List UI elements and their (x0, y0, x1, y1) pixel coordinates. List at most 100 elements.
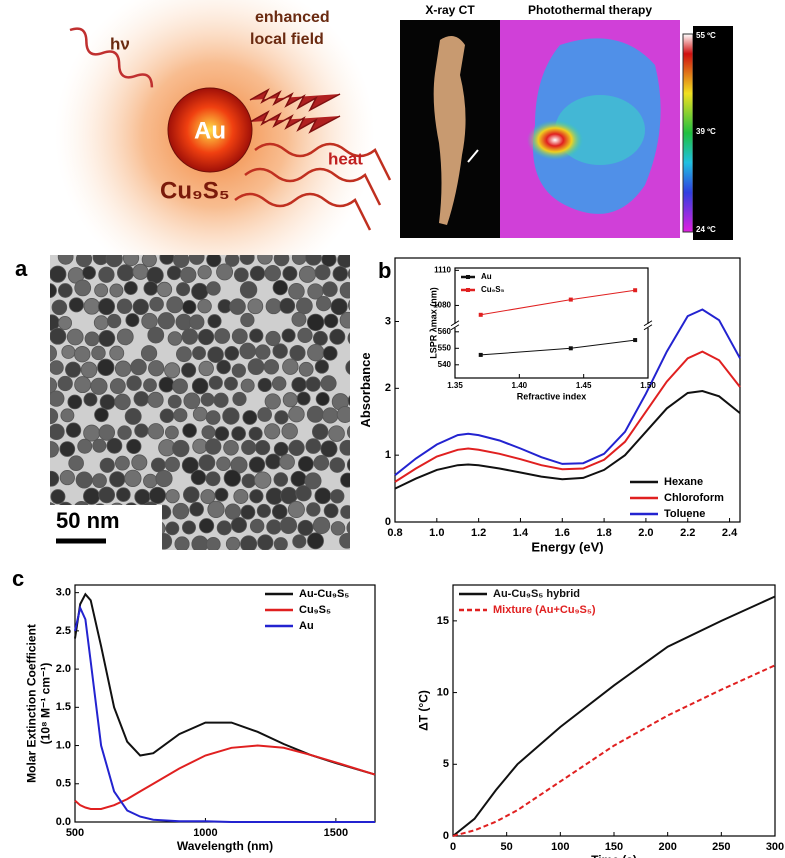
nanoparticle (233, 488, 249, 504)
nanoparticle (97, 358, 115, 376)
nanoparticle (83, 424, 101, 442)
nanoparticle (106, 437, 123, 454)
schematic: hν enhanced local field Au Cu₉S₅ heat (55, 0, 392, 295)
core-label: Au (194, 117, 226, 144)
nanoparticle (164, 425, 179, 440)
nanoparticle (329, 457, 346, 473)
nanoparticle (181, 362, 197, 378)
nanoparticle (247, 358, 265, 376)
nanoparticle (191, 377, 209, 395)
series-line (74, 604, 375, 823)
nanoparticle (172, 255, 190, 268)
nanoparticle (181, 456, 199, 474)
field-label: enhanced (255, 9, 330, 26)
data-point (478, 352, 483, 357)
nanoparticle (50, 344, 57, 362)
x-tick-label: 1.4 (513, 527, 529, 539)
x-tick-label: 1.50 (640, 381, 656, 390)
plot-frame (452, 584, 776, 837)
nanoparticle (98, 330, 116, 347)
nanoparticle (174, 536, 190, 550)
nanoparticle (337, 255, 350, 269)
legend-label: Toluene (664, 508, 705, 520)
x-tick-label: 2.2 (680, 527, 695, 539)
nanoparticle (50, 377, 58, 394)
nanoparticle (183, 392, 201, 410)
nanoparticle (94, 283, 109, 298)
legend-label: Hexane (664, 476, 703, 488)
nanoparticle (231, 426, 246, 441)
nanoparticle (189, 501, 204, 517)
axis-break (643, 320, 653, 327)
nanoparticle (330, 489, 345, 504)
panel-label: c (12, 566, 24, 591)
colorbar-label: 24 ºC (696, 225, 716, 234)
nanoparticle (167, 331, 183, 346)
nanoparticle (240, 378, 255, 393)
nanoparticle (157, 312, 175, 330)
axis-break (451, 323, 459, 328)
y-tick-label: 0.5 (56, 778, 71, 790)
legend-label: Cu₉S₅ (481, 285, 505, 294)
nanoparticle (282, 266, 298, 281)
heat-wave (244, 167, 382, 206)
nanoparticle (77, 438, 93, 454)
x-tick-label: 300 (766, 841, 784, 853)
nanoparticle (222, 407, 240, 425)
x-tick-label: 1.8 (596, 527, 611, 539)
nanoparticle (133, 391, 149, 407)
nanoparticle (140, 345, 158, 362)
nanoparticle (214, 426, 230, 441)
nanoparticle (126, 438, 142, 455)
nanoparticle (264, 423, 281, 440)
nanoparticle (239, 342, 257, 360)
nanoparticle (264, 393, 281, 410)
y-axis-label: LSPR λmax (nm) (429, 287, 439, 359)
nanoparticle (345, 360, 350, 375)
nanoparticle (159, 408, 175, 424)
nanoparticle (232, 391, 247, 407)
series-line (394, 350, 741, 483)
nanoparticle (130, 358, 147, 376)
nanoparticle (223, 440, 239, 456)
nanoparticle (323, 503, 339, 519)
nanoparticle (214, 328, 231, 344)
nanoparticle (176, 346, 192, 363)
legend-label: Mixture (Au+Cu₉S₅) (493, 604, 596, 616)
ptt-title: Photothermal therapy (528, 3, 652, 17)
nanoparticle (75, 471, 93, 489)
nanoparticle (265, 453, 282, 470)
nanoparticle (91, 345, 106, 361)
x-tick-label: 2.4 (722, 527, 738, 539)
nanoparticle (50, 265, 67, 283)
nanoparticle (90, 377, 108, 395)
nanoparticle (68, 455, 84, 472)
nanoparticle (266, 519, 282, 535)
nanoparticle (173, 408, 188, 423)
nanoparticle (65, 361, 82, 378)
nanoparticle (332, 266, 348, 282)
nanoparticle (182, 299, 197, 315)
nanoparticle (256, 503, 271, 518)
x-tick-label: 200 (658, 841, 676, 853)
nanoparticle (148, 486, 167, 504)
nanoparticle (306, 405, 324, 423)
nanoparticle (97, 298, 116, 316)
nanoparticle (164, 456, 180, 472)
colorbar (682, 33, 694, 233)
nanoparticle (198, 518, 215, 534)
nanoparticle (315, 392, 330, 406)
nanoparticle (50, 441, 59, 458)
nanoparticle (74, 346, 91, 363)
nanoparticle (114, 393, 131, 411)
colorbar-label: 55 ºC (696, 31, 716, 40)
nanoparticle (182, 520, 196, 535)
nanoparticle (197, 265, 212, 280)
nanoparticle (50, 408, 59, 425)
field-wave (249, 88, 341, 112)
nanoparticle (83, 392, 98, 407)
nanoparticle (123, 281, 138, 295)
nanoparticle (117, 264, 135, 282)
nanoparticle (291, 311, 307, 327)
nanoparticle (57, 255, 74, 265)
